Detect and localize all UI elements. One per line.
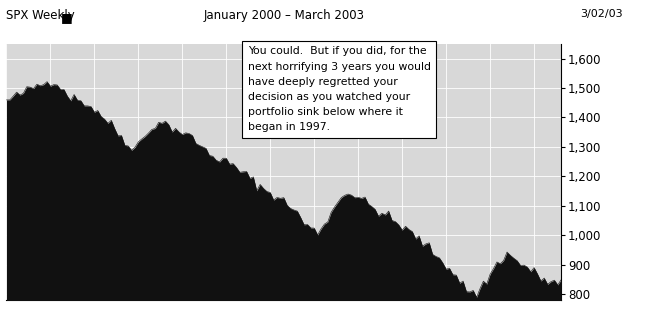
Text: You could.  But if you did, for the
next horrifying 3 years you would
have deepl: You could. But if you did, for the next … [248,46,431,132]
Text: ■: ■ [61,11,73,24]
Text: 3/02/03: 3/02/03 [580,9,622,19]
Text: January 2000 – March 2003: January 2000 – March 2003 [203,9,364,23]
Text: SPX Weekly: SPX Weekly [6,9,79,23]
